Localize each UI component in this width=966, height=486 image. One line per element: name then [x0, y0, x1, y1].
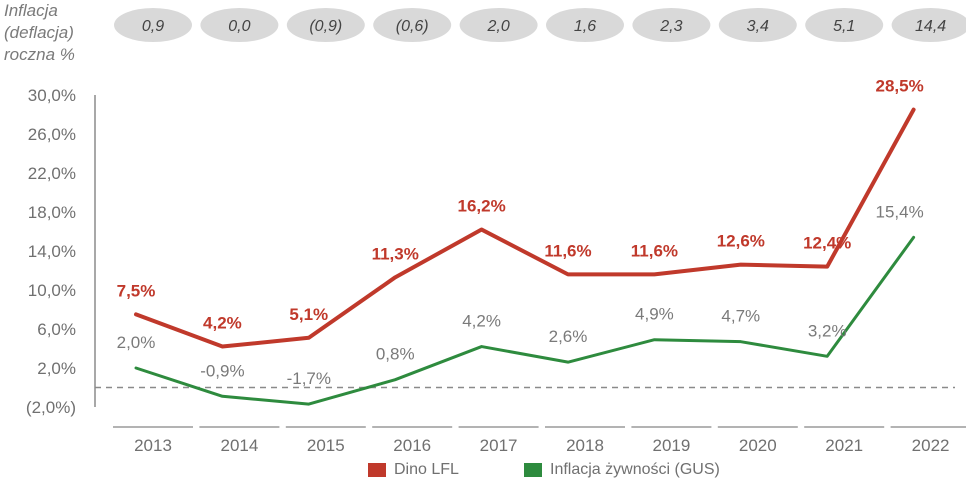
data-label-food-inflation: 4,2%: [462, 312, 501, 331]
data-label-food-inflation: 2,0%: [117, 333, 156, 352]
inflation-pill: [718, 8, 797, 42]
data-label-food-inflation: -1,7%: [287, 369, 331, 388]
y-tick-label: (2,0%): [26, 398, 76, 417]
y-tick-label: 18,0%: [28, 203, 76, 222]
y-tick-label: 6,0%: [37, 320, 76, 339]
data-label-dino: 4,2%: [203, 314, 242, 333]
x-tick-label: 2013: [134, 436, 172, 455]
inflation-pill: [805, 8, 884, 42]
data-label-dino: 11,3%: [372, 244, 419, 263]
inflation-pill: [373, 8, 452, 42]
x-tick-label: 2018: [566, 436, 604, 455]
inflation-label: Inflacja (deflacja) roczna %: [4, 0, 94, 66]
inflation-label-line-3: roczna %: [4, 45, 75, 64]
inflation-pill-value: (0,9): [309, 18, 342, 35]
x-tick-label: 2022: [912, 436, 950, 455]
data-label-food-inflation: -0,9%: [200, 361, 244, 380]
x-tick-label: 2017: [480, 436, 518, 455]
data-label-food-inflation: 0,8%: [376, 345, 415, 364]
legend-item-food-inflation: Inflacja żywności (GUS): [524, 461, 720, 479]
inflation-pill-value: 1,6: [574, 18, 596, 35]
data-label-dino: 5,1%: [289, 305, 328, 324]
data-label-dino: 12,4%: [803, 234, 851, 253]
x-tick-label: 2019: [652, 436, 690, 455]
inflation-pill-value: 3,4: [747, 18, 769, 35]
inflation-pill: [286, 8, 365, 42]
legend-swatch-dino: [368, 463, 386, 477]
x-tick-label: 2021: [825, 436, 863, 455]
data-label-dino: 28,5%: [875, 77, 923, 96]
data-label-dino: 7,5%: [117, 281, 156, 300]
y-tick-label: 10,0%: [28, 281, 76, 300]
inflation-label-line-2: (deflacja): [4, 23, 74, 42]
legend-swatch-food-inflation: [524, 463, 542, 477]
legend: Dino LFL Inflacja żywności (GUS): [0, 461, 966, 483]
inflation-pill: [459, 8, 538, 42]
data-label-dino: 11,6%: [544, 241, 591, 260]
legend-item-dino: Dino LFL: [368, 461, 459, 479]
x-tick-label: 2020: [739, 436, 777, 455]
inflation-pill: [200, 8, 279, 42]
inflation-pill-value: (0,6): [396, 18, 429, 35]
y-tick-label: 2,0%: [37, 359, 76, 378]
series-line-dino: [134, 107, 916, 349]
data-label-food-inflation: 2,6%: [549, 327, 588, 346]
data-label-dino: 16,2%: [457, 197, 505, 216]
inflation-pill-value: 2,0: [486, 18, 509, 35]
inflation-pill-value: 2,3: [659, 18, 682, 35]
y-tick-label: 26,0%: [28, 125, 76, 144]
data-label-dino: 12,6%: [717, 232, 765, 251]
inflation-pill: [891, 8, 966, 42]
inflation-pill: [546, 8, 624, 42]
inflation-pill-value: 0,0: [228, 18, 250, 35]
inflation-pill-value: 5,1: [833, 18, 855, 35]
data-label-food-inflation: 4,9%: [635, 305, 674, 324]
x-tick-label: 2014: [220, 436, 258, 455]
inflation-pill-value: 0,9: [142, 18, 164, 35]
data-label-food-inflation: 4,7%: [721, 307, 760, 326]
y-tick-label: 30,0%: [28, 86, 76, 105]
data-label-food-inflation: 15,4%: [875, 202, 923, 221]
legend-label-food-inflation: Inflacja żywności (GUS): [550, 461, 720, 478]
inflation-label-line-1: Inflacja: [4, 1, 58, 20]
inflation-pill: [632, 8, 711, 42]
x-tick-label: 2016: [393, 436, 431, 455]
data-label-dino: 11,6%: [631, 241, 678, 260]
y-tick-label: 22,0%: [28, 164, 76, 183]
y-tick-label: 14,0%: [28, 242, 76, 261]
data-label-food-inflation: 3,2%: [808, 321, 847, 340]
series-line-food-inflation: [134, 235, 916, 406]
inflation-pill-value: 14,4: [915, 18, 946, 35]
inflation-pill: [114, 8, 192, 42]
x-tick-label: 2015: [307, 436, 345, 455]
legend-label-dino: Dino LFL: [394, 461, 459, 478]
